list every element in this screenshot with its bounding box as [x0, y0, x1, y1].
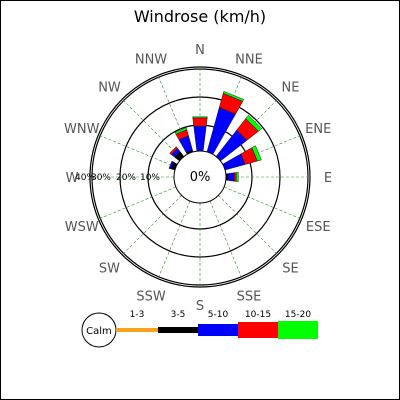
direction-labels: N NNE NE ENE E ESE SE SSE S SSW SW WSW W WNW NW NNW — [64, 43, 332, 314]
legend-label-5-10: 5-10 — [208, 310, 229, 320]
direction-label-sse: SSE — [237, 289, 262, 304]
spoke-wnw — [98, 134, 177, 168]
direction-label-sw: SW — [99, 262, 120, 277]
spoke-nw — [122, 99, 182, 159]
direction-label-nw: NW — [98, 80, 121, 95]
spoke-ene — [223, 134, 302, 168]
spoke-se — [218, 195, 278, 255]
spoke-wsw — [98, 186, 177, 220]
windrose-bars — [168, 90, 263, 182]
direction-label-e: E — [324, 171, 332, 186]
legend-swatch-1-3 — [116, 328, 158, 332]
legend-label-10-15: 10-15 — [245, 310, 271, 320]
spoke-sw — [122, 195, 182, 255]
speed-legend: Calm 1-3 3-5 5-10 10-15 15-20 — [81, 310, 318, 348]
legend-calm-label: Calm — [86, 326, 112, 337]
legend-swatch-5-10 — [198, 324, 238, 336]
direction-label-nne: NNE — [235, 53, 263, 68]
legend-swatch-3-5 — [158, 327, 198, 333]
bar-ne-15-20 — [245, 114, 263, 132]
direction-label-nnw: NNW — [135, 53, 167, 68]
direction-label-ese: ESE — [306, 220, 331, 235]
bar-wnw-5-10 — [168, 160, 174, 170]
spoke-ese — [223, 186, 302, 220]
direction-label-se: SE — [282, 262, 298, 277]
legend-label-15-20: 15-20 — [285, 310, 311, 320]
ring-label-4: 40% — [75, 173, 95, 183]
spoke-ssw — [157, 200, 191, 279]
ring-labels: 10% 20% 30%40% — [75, 173, 160, 183]
chart-title: Windrose (km/h) — [134, 7, 266, 26]
bar-nnw-15-20 — [174, 127, 188, 135]
direction-label-w: W — [66, 171, 79, 186]
legend-label-1-3: 1-3 — [130, 310, 145, 320]
bar-e-5-10 — [227, 172, 235, 182]
bar-n-10-15 — [192, 117, 208, 127]
bar-n-15-20 — [192, 116, 208, 119]
bar-nne-15-20 — [222, 90, 245, 102]
direction-label-ssw: SSW — [136, 289, 166, 304]
direction-label-n: N — [195, 43, 205, 58]
ring-label-1: 10% — [140, 173, 160, 183]
spoke-sse — [209, 200, 243, 279]
legend-label-3-5: 3-5 — [171, 310, 186, 320]
bar-nw-10-15 — [169, 146, 178, 155]
radial-ring-2 — [119, 96, 281, 258]
bar-n-5-10 — [193, 125, 207, 152]
ring-label-3: 30% — [91, 173, 111, 183]
direction-label-ene: ENE — [305, 122, 331, 137]
calm-center-circle — [173, 150, 227, 204]
direction-label-wsw: WSW — [65, 220, 99, 235]
radial-ring-outer — [89, 66, 311, 288]
center-label: 0% — [190, 170, 211, 185]
ring-label-2: 20% — [116, 173, 136, 183]
bar-e-10-15 — [233, 172, 237, 182]
spoke-nnw — [157, 75, 191, 154]
bar-ene-15-20 — [251, 145, 262, 162]
legend-swatch-15-20 — [278, 321, 318, 339]
direction-label-ne: NE — [282, 80, 300, 95]
legend-swatch-10-15 — [238, 322, 278, 338]
direction-label-wnw: WNW — [64, 122, 100, 137]
direction-label-s: S — [196, 299, 204, 314]
bar-e-15-20 — [236, 172, 239, 182]
